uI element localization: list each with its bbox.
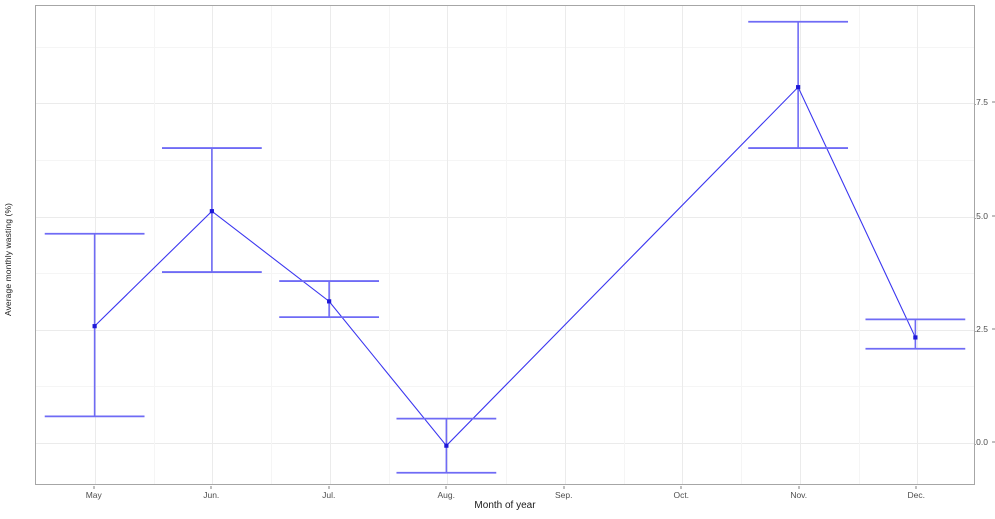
x-tick-mark [563,486,565,489]
x-tick-label-nov: Nov. [790,490,808,500]
data-point [444,443,449,448]
grid-line-vertical-minor [623,6,625,484]
data-point [913,335,918,340]
grid-line-horizontal-major [36,329,974,331]
y-tick-label: 12.5 [971,323,988,334]
x-tick-label-aug: Aug. [437,490,456,500]
x-tick-mark [680,486,682,489]
y-axis-title: Average monthly wasting (%) [3,202,13,317]
grid-line-horizontal-major [36,442,974,444]
x-tick-mark [915,486,917,489]
grid-line-vertical-major [799,6,801,484]
series-layer [44,20,966,474]
x-tick-mark [93,486,95,489]
grid-line-vertical-minor [388,6,390,484]
y-tick-mark [992,101,995,103]
data-point [796,85,801,90]
plot-panel [35,5,975,485]
data-point [209,209,214,214]
grid-line-vertical-minor [153,6,155,484]
grid-line-vertical-major [447,6,449,484]
data-point [92,324,97,329]
grid-line-vertical-minor [506,6,507,484]
grid-line-vertical-minor [271,6,272,484]
x-tick-label-sep: Sep. [555,490,573,500]
grid-line-vertical-minor [858,6,860,484]
x-tick-mark [445,486,447,489]
y-tick-mark [992,441,995,443]
x-tick-mark [210,486,212,489]
grid-line-vertical-major [564,6,566,484]
x-tick-mark [798,486,800,489]
grid-line-horizontal-major [36,103,974,105]
y-tick-label: 15.0 [971,210,988,221]
grid-line-vertical-major [917,6,919,484]
y-tick-label: 10.0 [971,436,988,447]
x-tick-label-dec: Dec. [907,490,925,500]
grid-line-vertical-minor [741,6,742,484]
grid-line-horizontal-minor [36,159,974,161]
grid-line-horizontal-major [36,216,974,218]
y-tick-mark [992,328,995,330]
grid-line-vertical-major [329,6,331,484]
series-line [94,86,916,447]
grid-line-horizontal-minor [36,273,974,275]
x-tick-label-jul: Jul. [322,490,336,500]
grid-line-vertical-major [212,6,214,484]
grid-line-horizontal-minor [36,386,974,388]
data-point [327,299,332,304]
y-tick-label: 17.5 [971,97,988,108]
grid-line-horizontal-minor [36,46,974,48]
x-tick-label-may: May [85,490,102,500]
x-tick-label-jun: Jun. [203,490,220,500]
grid-line-vertical-major [682,6,684,484]
x-tick-mark [328,486,330,489]
y-tick-mark [992,215,995,217]
x-tick-label-oct: Oct. [673,490,690,500]
x-axis-title: Month of year [474,500,536,511]
